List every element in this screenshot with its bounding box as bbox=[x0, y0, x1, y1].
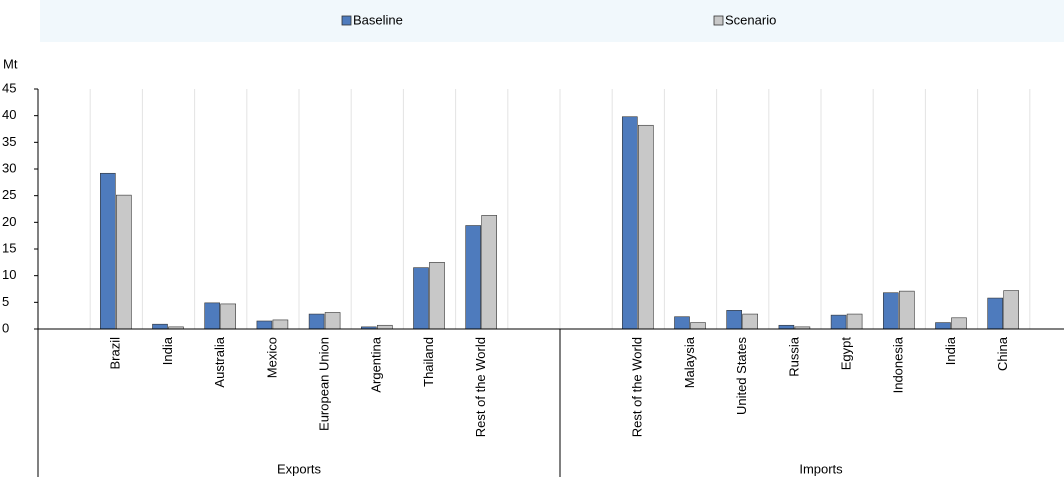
y-tick-label: 15 bbox=[2, 240, 16, 255]
bar bbox=[621, 116, 638, 330]
x-tick-label: European Union bbox=[317, 337, 332, 431]
bar bbox=[256, 320, 273, 330]
legend-background bbox=[40, 0, 1064, 42]
group-label: Exports bbox=[277, 461, 322, 476]
y-tick-label: 10 bbox=[2, 267, 16, 282]
x-tick-label: Rest of the World bbox=[630, 337, 645, 437]
bar bbox=[830, 314, 847, 330]
y-tick-label: 25 bbox=[2, 187, 16, 202]
x-tick-label: China bbox=[995, 336, 1010, 371]
bar bbox=[935, 322, 951, 330]
bar bbox=[116, 194, 132, 330]
bar bbox=[742, 313, 759, 330]
bar bbox=[882, 292, 899, 330]
bar bbox=[846, 313, 863, 330]
y-tick-label: 20 bbox=[2, 214, 16, 229]
x-tick-label: Egypt bbox=[839, 337, 854, 371]
x-tick-label: Malaysia bbox=[682, 336, 697, 388]
x-tick-label: Russia bbox=[786, 336, 801, 377]
y-tick-label: 30 bbox=[2, 160, 16, 175]
bar bbox=[1003, 290, 1020, 330]
x-tick-label: Mexico bbox=[264, 337, 279, 378]
bar bbox=[690, 322, 706, 330]
bar bbox=[413, 267, 429, 330]
y-tick-label: 40 bbox=[2, 107, 16, 122]
x-tick-label: India bbox=[160, 336, 175, 365]
bar bbox=[987, 297, 1004, 330]
bar bbox=[324, 312, 341, 330]
bar bbox=[429, 262, 445, 330]
x-tick-label: Argentina bbox=[369, 336, 384, 392]
bar bbox=[204, 302, 220, 330]
bar bbox=[637, 124, 654, 330]
x-tick-label: Australia bbox=[212, 336, 227, 387]
x-tick-label: United States bbox=[734, 337, 749, 416]
legend-swatch bbox=[341, 15, 352, 26]
bar bbox=[376, 324, 393, 330]
bar bbox=[308, 313, 325, 330]
y-tick-label: 5 bbox=[2, 294, 9, 309]
legend-label: Baseline bbox=[353, 12, 403, 27]
x-tick-label: Rest of the World bbox=[473, 337, 488, 437]
y-tick-label: 0 bbox=[2, 320, 9, 335]
x-tick-label: India bbox=[943, 336, 958, 365]
bar bbox=[951, 317, 967, 330]
legend-swatch bbox=[713, 15, 724, 26]
y-tick-label: 35 bbox=[2, 134, 16, 149]
bar bbox=[152, 323, 168, 330]
x-tick-label: Indonesia bbox=[891, 336, 906, 393]
bar bbox=[726, 310, 743, 330]
bar bbox=[674, 316, 690, 330]
x-tick-label: Thailand bbox=[421, 337, 436, 387]
bar bbox=[100, 172, 116, 330]
y-tick-label: 45 bbox=[2, 80, 16, 95]
bar bbox=[778, 324, 795, 330]
group-label: Imports bbox=[799, 461, 843, 476]
unit-label: Mt bbox=[3, 56, 18, 71]
bar bbox=[481, 215, 498, 330]
bar bbox=[272, 319, 289, 330]
x-tick-label: Brazil bbox=[108, 337, 123, 370]
bar bbox=[898, 290, 915, 330]
bar bbox=[465, 225, 482, 330]
legend-label: Scenario bbox=[725, 12, 776, 27]
bar bbox=[220, 303, 236, 330]
